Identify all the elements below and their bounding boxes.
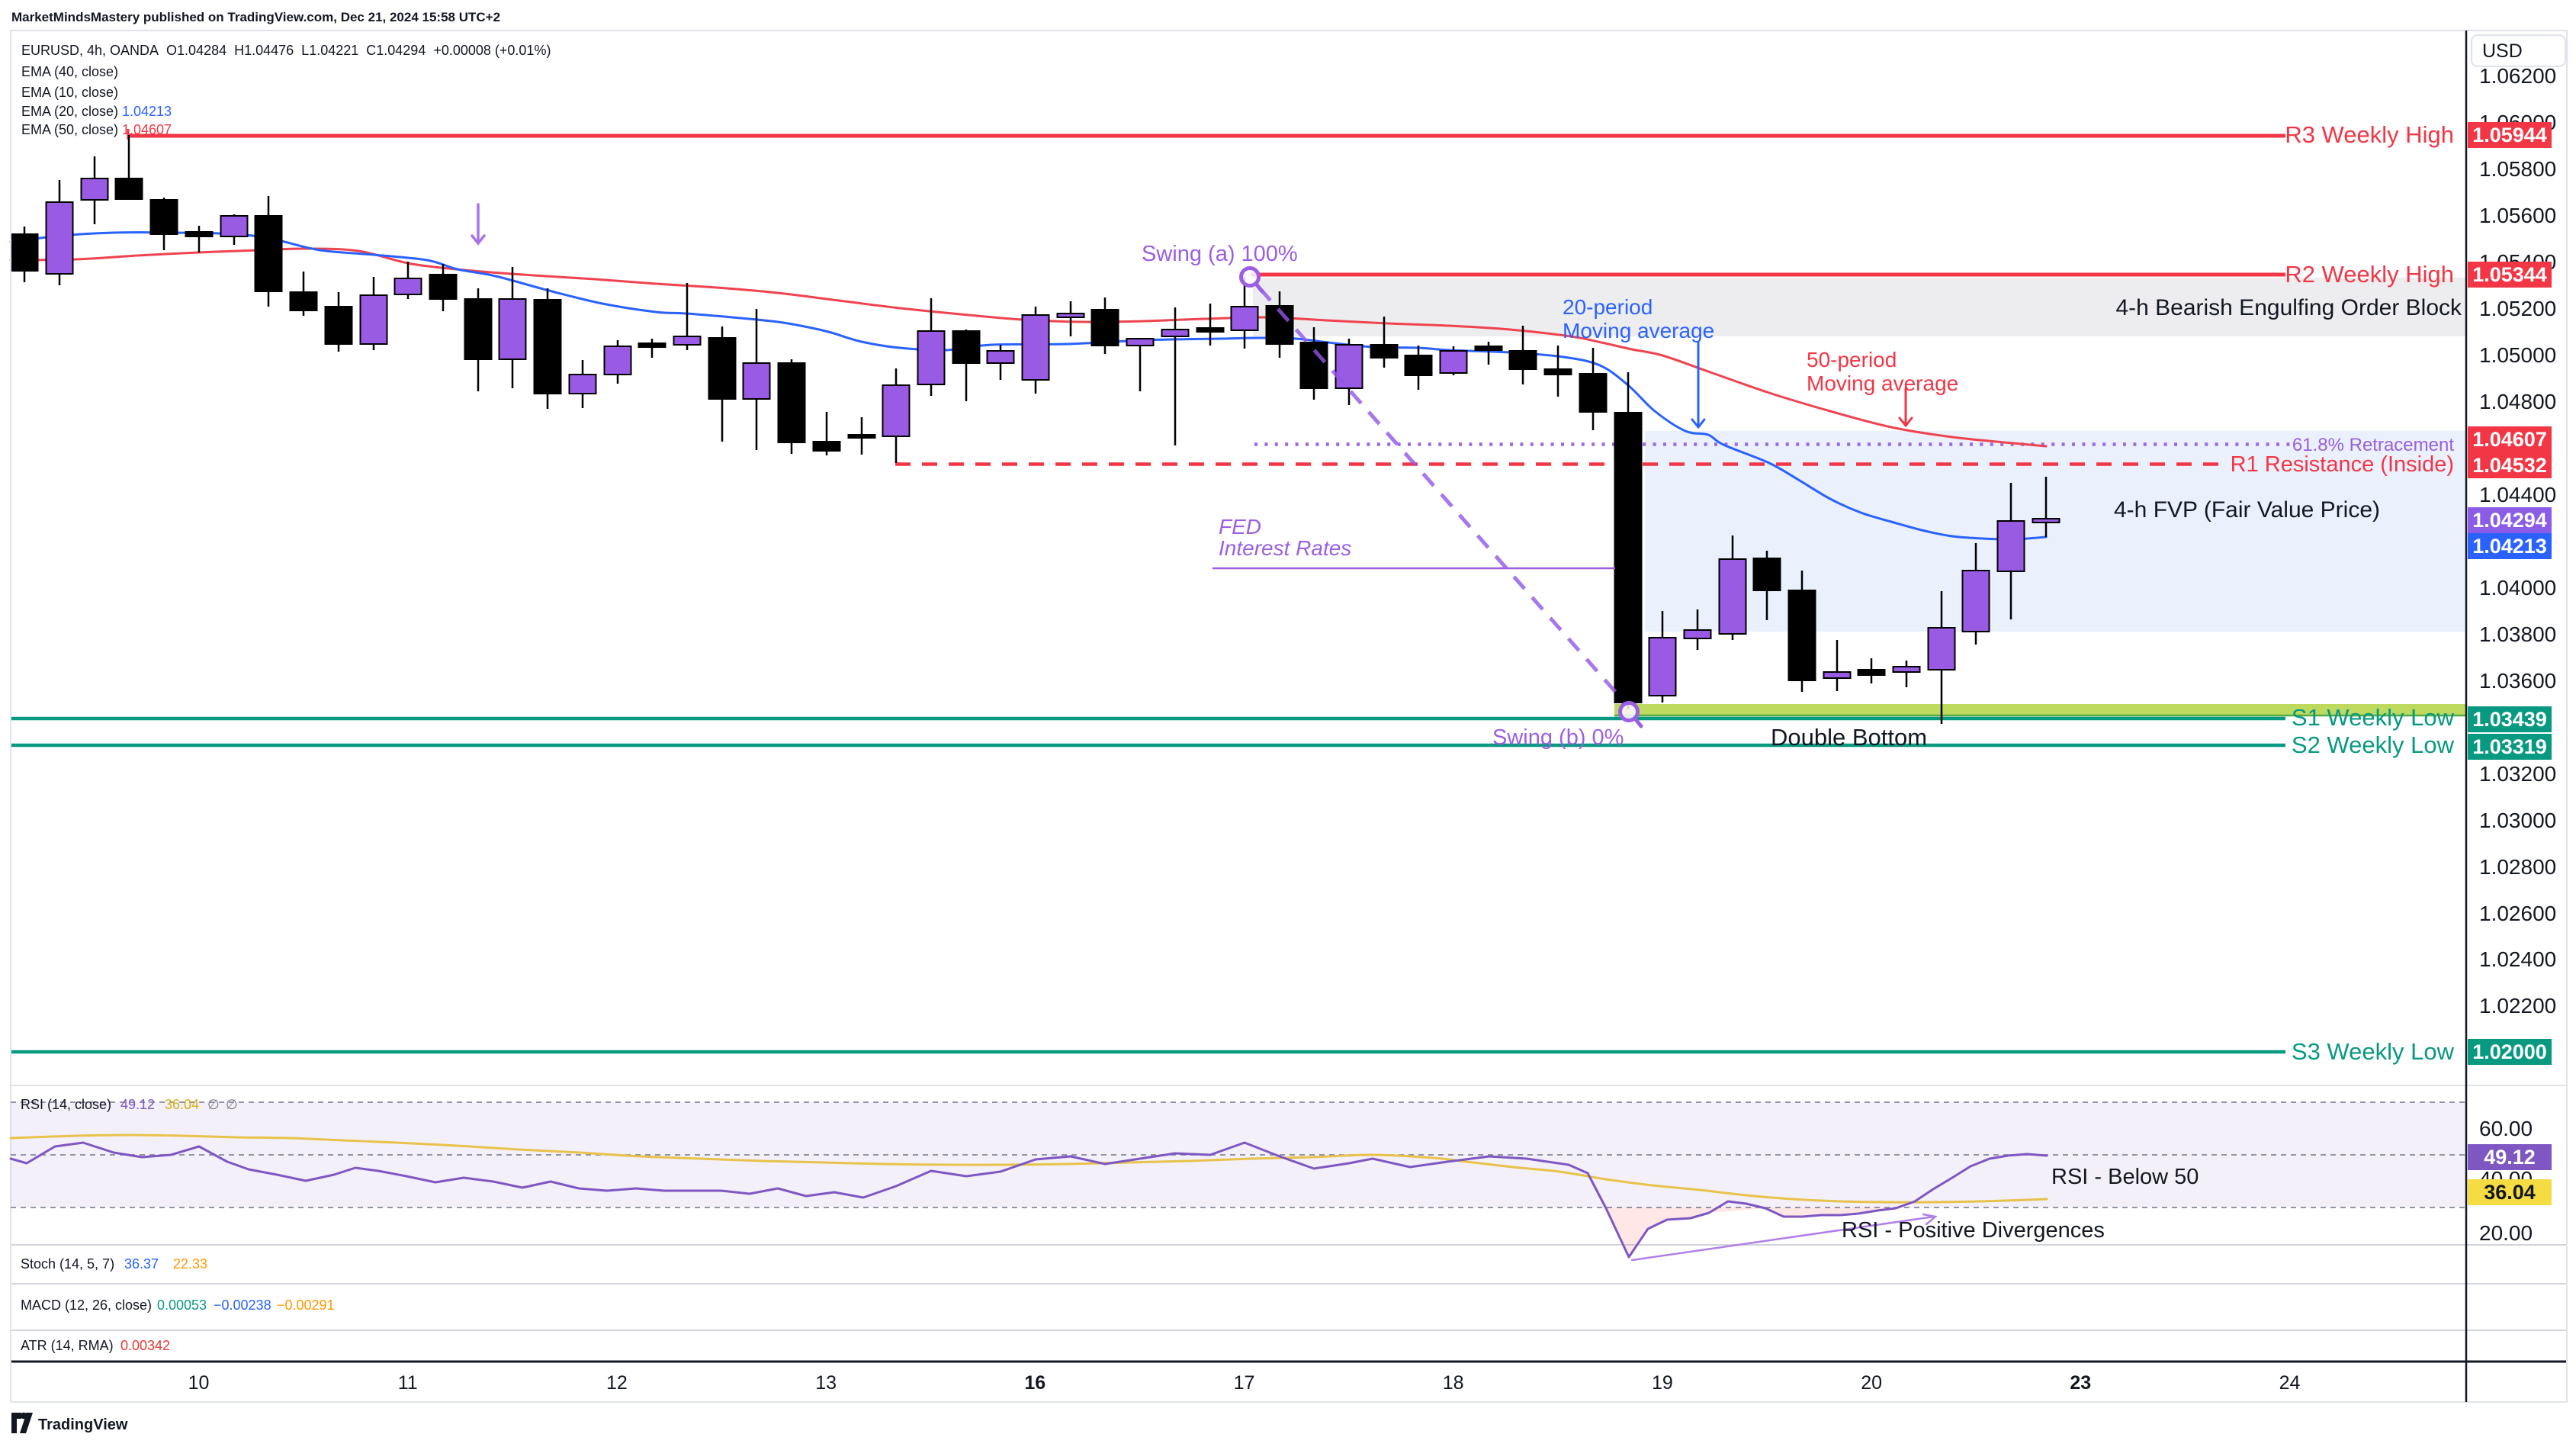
svg-text:Moving average: Moving average — [1807, 371, 1958, 395]
svg-text:R3 Weekly High: R3 Weekly High — [2285, 121, 2454, 148]
svg-text:1.03800: 1.03800 — [2479, 622, 2556, 646]
svg-text:36.04: 36.04 — [165, 1097, 199, 1112]
svg-text:RSI - Below 50: RSI - Below 50 — [2051, 1165, 2199, 1189]
svg-text:1.03439: 1.03439 — [2472, 708, 2547, 731]
svg-text:TradingView: TradingView — [38, 1416, 128, 1433]
svg-text:17: 17 — [1234, 1372, 1255, 1394]
svg-text:−0.00238: −0.00238 — [214, 1297, 271, 1313]
svg-text:1.04213: 1.04213 — [122, 104, 172, 119]
svg-text:1.05944: 1.05944 — [2472, 124, 2547, 146]
svg-text:1.04213: 1.04213 — [2472, 535, 2547, 558]
svg-text:23: 23 — [2070, 1372, 2091, 1394]
svg-text:10: 10 — [188, 1372, 210, 1394]
svg-text:1.04294: 1.04294 — [2472, 509, 2547, 532]
svg-text:36.37: 36.37 — [124, 1256, 159, 1272]
svg-text:R2 Weekly High: R2 Weekly High — [2285, 261, 2454, 288]
svg-text:1.02200: 1.02200 — [2479, 994, 2556, 1018]
svg-text:18: 18 — [1443, 1372, 1464, 1394]
svg-text:1.04800: 1.04800 — [2479, 390, 2556, 413]
svg-text:Stoch (14, 5, 7): Stoch (14, 5, 7) — [21, 1256, 114, 1272]
svg-text:EURUSD, 4h, OANDA O1.04284 H: EURUSD, 4h, OANDA O1.04284 H1.04476 L1.0… — [21, 43, 551, 58]
svg-text:16: 16 — [1024, 1372, 1045, 1394]
svg-text:4-h Bearish Engulfing Order Bl: 4-h Bearish Engulfing Order Block — [2115, 295, 2462, 320]
svg-text:MarketMindsMastery published o: MarketMindsMastery published on TradingV… — [11, 10, 500, 24]
svg-text:1.03200: 1.03200 — [2479, 762, 2556, 786]
svg-text:1.02000: 1.02000 — [2472, 1040, 2547, 1063]
svg-text:1.02600: 1.02600 — [2479, 902, 2556, 925]
svg-text:S3 Weekly Low: S3 Weekly Low — [2292, 1038, 2455, 1065]
svg-text:Interest Rates: Interest Rates — [1219, 536, 1351, 560]
svg-text:1.03600: 1.03600 — [2479, 669, 2556, 693]
svg-text:∅: ∅ — [226, 1097, 238, 1112]
svg-text:11: 11 — [398, 1372, 418, 1394]
svg-text:1.05200: 1.05200 — [2479, 297, 2556, 320]
svg-text:1.04532: 1.04532 — [2472, 454, 2547, 477]
svg-text:1.05800: 1.05800 — [2479, 157, 2556, 181]
svg-text:60.00: 60.00 — [2479, 1117, 2533, 1140]
svg-text:13: 13 — [815, 1372, 837, 1394]
svg-text:Swing (a) 100%: Swing (a) 100% — [1142, 242, 1298, 266]
svg-text:1.02800: 1.02800 — [2479, 855, 2556, 879]
svg-text:EMA (20, close): EMA (20, close) — [21, 104, 118, 119]
svg-text:USD: USD — [2482, 40, 2523, 62]
svg-text:ATR (14, RMA): ATR (14, RMA) — [21, 1338, 114, 1353]
svg-text:R1 Resistance (Inside): R1 Resistance (Inside) — [2231, 452, 2454, 477]
svg-text:1.05344: 1.05344 — [2472, 263, 2547, 286]
svg-text:0.00342: 0.00342 — [120, 1338, 170, 1353]
svg-text:EMA (50, close): EMA (50, close) — [21, 122, 118, 137]
svg-text:−0.00291: −0.00291 — [277, 1297, 335, 1313]
svg-text:4-h FVP (Fair Value Price): 4-h FVP (Fair Value Price) — [2114, 497, 2380, 523]
svg-text:Double Bottom: Double Bottom — [1771, 724, 1927, 751]
svg-text:EMA (40, close): EMA (40, close) — [21, 64, 118, 79]
svg-text:S1 Weekly Low: S1 Weekly Low — [2292, 704, 2455, 731]
svg-text:1.06200: 1.06200 — [2479, 64, 2556, 88]
svg-text:12: 12 — [606, 1372, 628, 1394]
svg-text:36.04: 36.04 — [2484, 1181, 2536, 1204]
svg-text:RSI - Positive Divergences: RSI - Positive Divergences — [1842, 1218, 2105, 1243]
svg-text:EMA (10, close): EMA (10, close) — [21, 85, 118, 100]
svg-text:RSI (14, close): RSI (14, close) — [21, 1097, 111, 1112]
svg-text:1.05000: 1.05000 — [2479, 343, 2556, 367]
svg-text:22.33: 22.33 — [173, 1256, 207, 1272]
svg-text:Swing (b) 0%: Swing (b) 0% — [1492, 725, 1624, 750]
svg-text:Moving average: Moving average — [1563, 319, 1714, 342]
svg-text:1.04400: 1.04400 — [2479, 483, 2556, 506]
svg-text:1.04607: 1.04607 — [122, 122, 172, 137]
svg-text:MACD (12, 26, close): MACD (12, 26, close) — [21, 1297, 152, 1313]
svg-text:49.12: 49.12 — [120, 1097, 155, 1112]
svg-text:S2 Weekly Low: S2 Weekly Low — [2292, 732, 2455, 758]
svg-text:∅: ∅ — [207, 1097, 220, 1112]
svg-text:24: 24 — [2279, 1372, 2301, 1394]
svg-text:20-period: 20-period — [1563, 295, 1653, 319]
svg-text:1.02400: 1.02400 — [2479, 947, 2556, 971]
svg-text:0.00053: 0.00053 — [157, 1297, 207, 1313]
svg-text:1.04000: 1.04000 — [2479, 576, 2556, 600]
svg-text:1.05600: 1.05600 — [2479, 204, 2556, 227]
svg-text:49.12: 49.12 — [2484, 1146, 2536, 1169]
svg-text:19: 19 — [1652, 1372, 1673, 1394]
svg-text:1.03319: 1.03319 — [2472, 735, 2547, 758]
svg-text:20.00: 20.00 — [2479, 1221, 2533, 1245]
svg-text:20: 20 — [1861, 1372, 1882, 1394]
svg-text:1.04607: 1.04607 — [2472, 428, 2547, 451]
svg-text:1.03000: 1.03000 — [2479, 809, 2556, 832]
svg-text:FED: FED — [1219, 515, 1261, 539]
svg-text:61.8% Retracement: 61.8% Retracement — [2292, 435, 2454, 455]
svg-text:50-period: 50-period — [1807, 348, 1897, 371]
